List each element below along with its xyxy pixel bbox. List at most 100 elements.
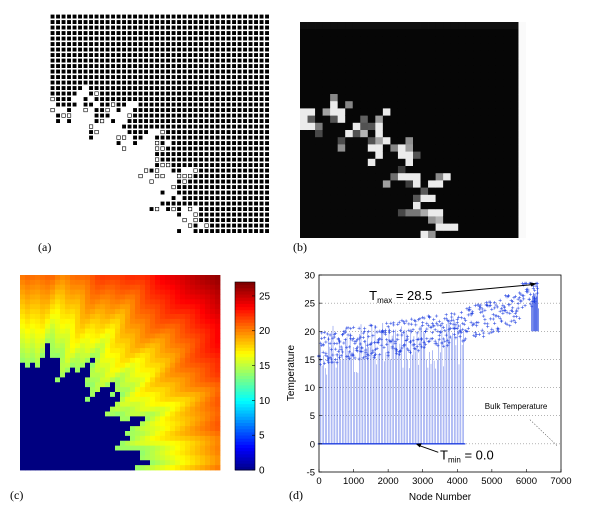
mesh-cell (83, 64, 88, 68)
mesh-cell (204, 58, 209, 63)
data-point (332, 335, 336, 339)
image-pixel (307, 58, 316, 66)
image-pixel (337, 144, 346, 152)
heatmap-cell (80, 309, 86, 315)
data-point (412, 318, 417, 323)
heatmap-cell (50, 435, 56, 442)
heatmap-cell (90, 309, 96, 315)
heatmap-cell (205, 460, 211, 466)
mesh-cell (259, 218, 264, 222)
mesh-cell (237, 47, 242, 52)
mesh-cell (259, 20, 264, 24)
image-pixel (465, 209, 474, 217)
image-pixel (428, 187, 436, 196)
data-point (429, 326, 433, 330)
image-pixel (488, 122, 497, 131)
image-pixel (480, 122, 489, 131)
data-point (333, 358, 338, 362)
heatmap-cell (200, 392, 206, 398)
image-pixel (345, 36, 354, 44)
heatmap-cell (60, 392, 66, 398)
heatmap-cell (190, 314, 196, 320)
mesh-cell (182, 20, 187, 24)
data-point (392, 329, 396, 333)
image-pixel (510, 230, 519, 238)
image-pixel (503, 137, 512, 145)
mesh-cell (259, 75, 264, 79)
heatmap-cell (80, 367, 86, 373)
heatmap-cell (60, 455, 66, 461)
data-point (428, 339, 432, 343)
heatmap-cell (135, 343, 141, 349)
image-pixel (443, 101, 452, 109)
image-pixel (307, 173, 316, 181)
data-point (512, 318, 516, 323)
image-pixel (420, 65, 429, 73)
data-series (317, 281, 540, 445)
mesh-cell (193, 190, 198, 195)
mesh-cell (221, 223, 225, 228)
mesh-cell (215, 152, 220, 156)
heatmap-cell (210, 406, 216, 412)
heatmap-cell (175, 465, 181, 471)
mesh-cell (105, 47, 110, 52)
heatmap-cell (130, 372, 136, 378)
heatmap-cell (105, 343, 111, 349)
heatmap-cell (55, 416, 61, 422)
mesh-cell (177, 113, 181, 118)
data-point (371, 349, 375, 353)
image-pixel (375, 223, 384, 232)
mesh-cell (177, 31, 181, 35)
mesh-cell (94, 113, 99, 118)
colorbar-segment (235, 303, 255, 308)
image-pixel (345, 230, 354, 238)
image-pixel (382, 115, 391, 124)
heatmap-cell (190, 348, 196, 354)
mesh-cell (226, 190, 231, 195)
mesh-cell (78, 69, 82, 74)
image-pixel (413, 29, 421, 37)
mesh-cell (215, 64, 220, 68)
heatmap-cell (120, 445, 126, 451)
heatmap-cell (25, 421, 31, 427)
mesh-cell (248, 212, 253, 217)
heatmap-cell (60, 387, 66, 393)
heatmap-cell (130, 357, 136, 364)
colorbar-segment (235, 413, 255, 418)
mesh-cell (155, 31, 159, 35)
image-pixel (322, 29, 331, 37)
image-pixel (435, 79, 444, 88)
heatmap-cell (130, 435, 136, 442)
mesh-cell (265, 130, 269, 134)
mesh-cell (188, 146, 192, 151)
data-point (386, 324, 390, 329)
heatmap-cell (160, 323, 166, 330)
heatmap-cell (95, 333, 101, 339)
heatmap-cell (105, 396, 111, 403)
image-pixel (367, 122, 376, 131)
mesh-cell (100, 91, 104, 96)
mesh-cell (226, 174, 231, 178)
image-pixel (375, 151, 384, 160)
image-pixel (382, 79, 391, 88)
heatmap-cell (95, 440, 101, 447)
mesh-cell (83, 75, 88, 79)
image-pixel (435, 50, 444, 59)
image-pixel (390, 137, 399, 145)
data-point (520, 281, 524, 286)
mesh-cell (226, 201, 231, 206)
mesh-cell (67, 80, 71, 85)
mesh-cell (83, 102, 88, 107)
mesh-cell (221, 179, 225, 184)
data-point (508, 324, 512, 328)
heatmap-cell (165, 431, 171, 437)
mesh-cell (204, 141, 209, 145)
heatmap-cell (100, 275, 106, 281)
image-pixel (382, 122, 391, 131)
mesh-cell (243, 196, 247, 200)
image-pixel (428, 144, 436, 152)
mesh-cell (138, 108, 143, 112)
data-point (331, 353, 335, 357)
mesh-cell (237, 124, 242, 129)
mesh-cell (254, 58, 258, 63)
